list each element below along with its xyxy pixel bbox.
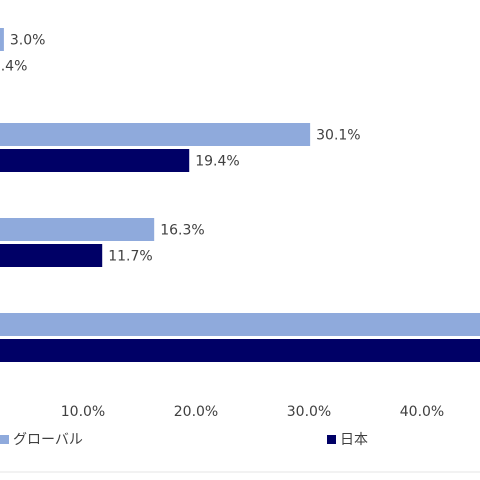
bar xyxy=(0,313,480,336)
bar xyxy=(0,123,311,146)
value-label: 3.0% xyxy=(10,33,46,49)
bar xyxy=(0,149,190,172)
bar xyxy=(0,28,4,51)
legend-swatch xyxy=(0,435,9,444)
x-tick-label: 20.0% xyxy=(174,404,218,420)
x-tick-label: 40.0% xyxy=(400,404,444,420)
value-label: 30.1% xyxy=(316,128,360,144)
value-label: 11.7% xyxy=(108,249,152,265)
value-label: 19.4% xyxy=(195,154,239,170)
bar xyxy=(0,339,480,362)
legend-label: グローバル xyxy=(13,432,83,448)
value-label: 16.3% xyxy=(160,223,204,239)
x-tick-label: 10.0% xyxy=(61,404,105,420)
legend-label: 日本 xyxy=(340,432,368,448)
value-label: 1.4% xyxy=(0,59,27,75)
legend-swatch xyxy=(327,435,336,444)
x-tick-label: 30.0% xyxy=(287,404,331,420)
bar xyxy=(0,218,155,241)
bar xyxy=(0,244,103,267)
